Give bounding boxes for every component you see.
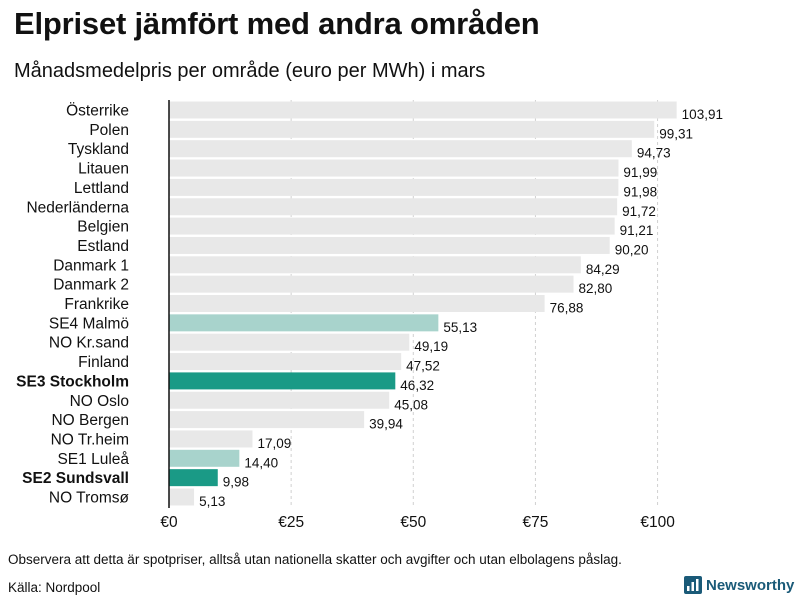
- bar: [169, 469, 218, 487]
- category-label: Danmark 2: [53, 277, 129, 294]
- bar: [169, 159, 619, 177]
- category-label: SE3 Stockholm: [16, 373, 129, 390]
- bar: [169, 217, 615, 235]
- x-tick-label: €75: [522, 514, 548, 531]
- category-label: Polen: [89, 122, 129, 139]
- value-label: 99,31: [659, 126, 693, 141]
- category-label: SE4 Malmö: [49, 315, 129, 332]
- value-label: 55,13: [443, 320, 477, 335]
- value-label: 91,99: [623, 165, 657, 180]
- value-label: 47,52: [406, 359, 440, 374]
- value-label: 17,09: [257, 436, 291, 451]
- category-label: Danmark 1: [53, 257, 129, 274]
- category-label: Lettland: [74, 180, 129, 197]
- value-label: 5,13: [199, 494, 225, 509]
- value-label: 45,08: [394, 397, 428, 412]
- x-tick-label: €25: [278, 514, 304, 531]
- bar: [169, 333, 410, 351]
- value-label: 84,29: [586, 262, 620, 277]
- bar: [169, 140, 632, 158]
- category-label: NO Tr.heim: [51, 431, 129, 448]
- brand-logo: Newsworthy: [684, 576, 794, 594]
- bar: [169, 295, 545, 312]
- value-label: 9,98: [223, 475, 249, 490]
- category-label: NO Kr.sand: [49, 335, 129, 352]
- bar: [169, 236, 610, 254]
- bar: [169, 391, 390, 409]
- category-label: SE2 Sundsvall: [22, 470, 129, 487]
- newsworthy-logo-icon: [684, 576, 702, 594]
- bar: [169, 275, 574, 293]
- category-label: Estland: [77, 238, 129, 255]
- bar: [169, 314, 439, 332]
- bar: [169, 488, 195, 506]
- chart-subtitle: Månadsmedelpris per område (euro per MWh…: [14, 60, 486, 82]
- bar-chart: €0 €25 €50 €75 €100 Österrike 103,91 Polen 99,31…: [16, 100, 723, 531]
- category-label: Nederländerna: [26, 199, 129, 216]
- value-label: 46,32: [400, 378, 434, 393]
- value-label: 90,20: [615, 242, 649, 257]
- footnote: Observera att detta är spotpriser, allts…: [8, 552, 622, 567]
- bar: [169, 411, 365, 429]
- bar: [169, 256, 581, 274]
- category-label: NO Tromsø: [49, 490, 130, 507]
- bar: [169, 101, 677, 119]
- bar: [169, 353, 402, 371]
- x-tick-label: €100: [640, 514, 675, 531]
- value-label: 91,98: [623, 184, 657, 199]
- value-label: 91,72: [622, 204, 656, 219]
- value-label: 91,21: [620, 223, 654, 238]
- chart-title: Elpriset jämfört med andra områden: [14, 6, 540, 41]
- category-label: Belgien: [77, 219, 129, 236]
- value-label: 82,80: [579, 281, 613, 296]
- category-label: Tyskland: [68, 141, 129, 158]
- brand-name: Newsworthy: [706, 576, 795, 594]
- value-label: 49,19: [414, 339, 448, 354]
- x-tick-label: €0: [160, 514, 178, 531]
- bar: [169, 198, 618, 216]
- category-label: SE1 Luleå: [57, 451, 129, 468]
- source-label: Källa: Nordpool: [8, 580, 101, 595]
- category-label: NO Bergen: [51, 412, 129, 429]
- value-label: 94,73: [637, 146, 671, 161]
- category-label: Österrike: [66, 102, 129, 120]
- value-label: 39,94: [369, 417, 403, 432]
- bar: [169, 120, 655, 138]
- bar: [169, 449, 240, 467]
- category-label: Frankrike: [64, 296, 129, 313]
- bar: [169, 430, 253, 448]
- value-label: 76,88: [550, 301, 584, 316]
- bar: [169, 372, 396, 390]
- bar: [169, 178, 619, 196]
- category-label: Finland: [78, 354, 129, 371]
- category-label: Litauen: [78, 161, 129, 178]
- value-label: 14,40: [244, 455, 278, 470]
- x-tick-label: €50: [400, 514, 426, 531]
- value-label: 103,91: [682, 107, 723, 122]
- category-label: NO Oslo: [70, 393, 129, 410]
